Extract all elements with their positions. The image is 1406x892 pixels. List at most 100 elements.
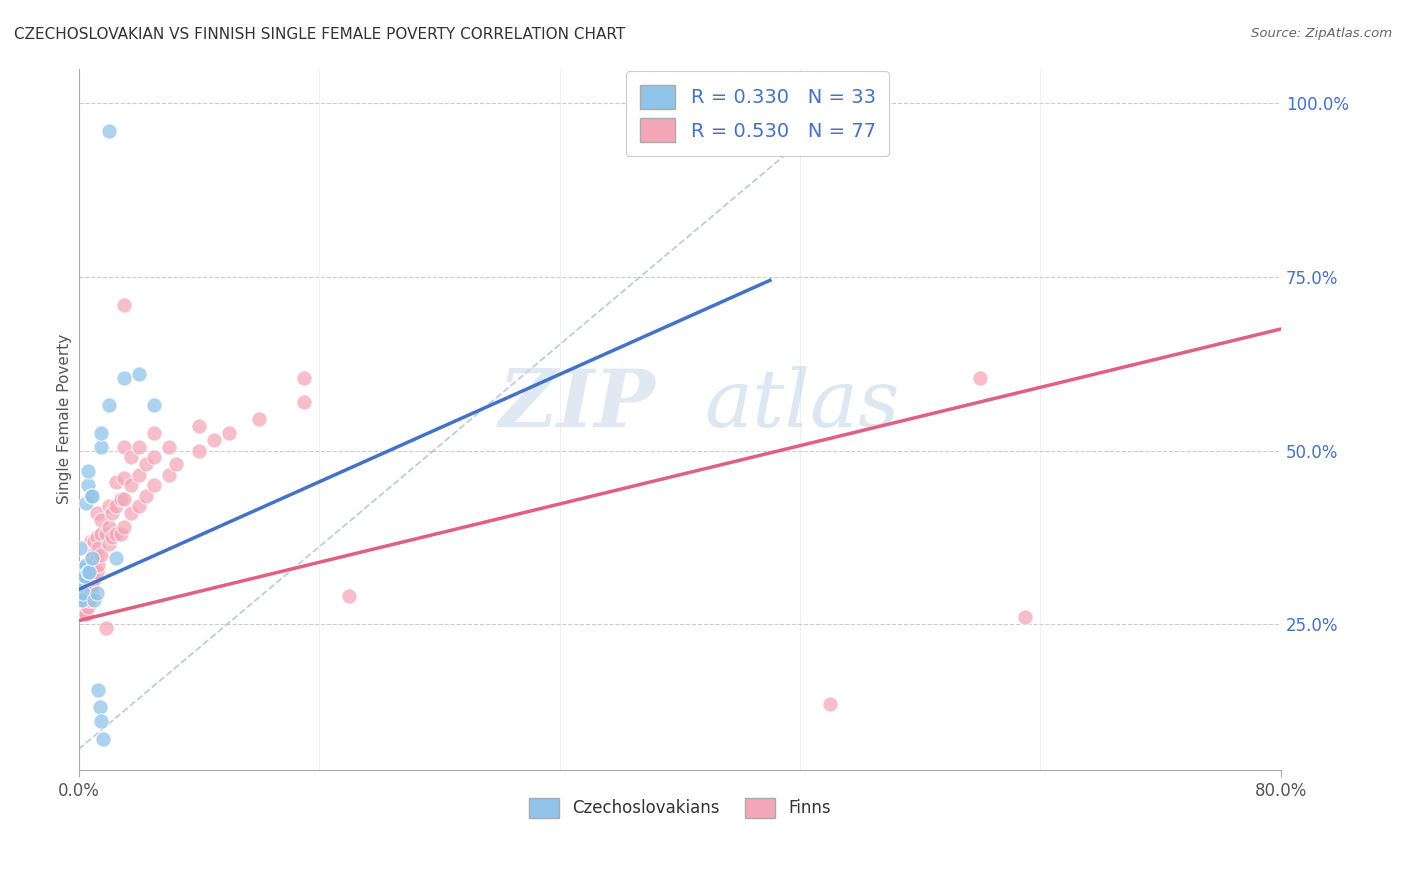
Point	[247, 412, 270, 426]
Point	[112, 370, 135, 384]
Point	[97, 499, 120, 513]
Point	[76, 464, 98, 478]
Point	[128, 367, 150, 381]
Point	[76, 572, 98, 586]
Point	[72, 586, 94, 600]
Point	[86, 548, 108, 562]
Point	[112, 492, 135, 507]
Point	[97, 398, 120, 412]
Point	[75, 607, 97, 621]
Point	[90, 426, 112, 441]
Point	[72, 607, 94, 621]
Point	[70, 592, 93, 607]
Point	[818, 697, 841, 711]
Point	[97, 520, 120, 534]
Point	[69, 586, 91, 600]
Point	[83, 533, 105, 548]
Point	[87, 683, 110, 698]
Point	[76, 478, 98, 492]
Point	[70, 561, 93, 575]
Point	[142, 478, 165, 492]
Point	[77, 565, 100, 579]
Point	[77, 561, 100, 575]
Point	[218, 426, 240, 441]
Point	[73, 607, 96, 621]
Point	[69, 607, 91, 621]
Point	[89, 700, 111, 714]
Point	[100, 530, 122, 544]
Point	[70, 575, 93, 590]
Point	[73, 568, 96, 582]
Point	[72, 568, 94, 582]
Point	[112, 520, 135, 534]
Point	[100, 506, 122, 520]
Point	[70, 607, 93, 621]
Point	[82, 551, 104, 566]
Point	[86, 506, 108, 520]
Point	[90, 526, 112, 541]
Point	[75, 558, 97, 573]
Point	[69, 592, 91, 607]
Point	[91, 731, 114, 746]
Point	[135, 489, 157, 503]
Point	[82, 565, 104, 579]
Point	[76, 586, 98, 600]
Point	[77, 592, 100, 607]
Point	[82, 548, 104, 562]
Point	[105, 499, 128, 513]
Point	[142, 450, 165, 465]
Point	[75, 495, 97, 509]
Point	[165, 458, 187, 472]
Point	[73, 579, 96, 593]
Point	[86, 530, 108, 544]
Point	[79, 533, 101, 548]
Point	[112, 298, 135, 312]
Point	[72, 579, 94, 593]
Point	[292, 395, 315, 409]
Point	[90, 440, 112, 454]
Point	[79, 489, 101, 503]
Point	[120, 450, 142, 465]
Point	[76, 561, 98, 575]
Point	[112, 440, 135, 454]
Point	[69, 541, 91, 555]
Point	[75, 592, 97, 607]
Legend: Czechoslovakians, Finns: Czechoslovakians, Finns	[522, 791, 838, 825]
Point	[87, 558, 110, 573]
Point	[202, 433, 225, 447]
Point	[72, 592, 94, 607]
Point	[83, 592, 105, 607]
Text: ZIP: ZIP	[499, 367, 655, 444]
Point	[70, 586, 93, 600]
Point	[337, 590, 360, 604]
Point	[110, 492, 132, 507]
Point	[87, 541, 110, 555]
Point	[83, 572, 105, 586]
Point	[69, 561, 91, 575]
Point	[69, 575, 91, 590]
Point	[76, 565, 98, 579]
Point	[135, 458, 157, 472]
Text: atlas: atlas	[704, 367, 900, 444]
Point	[79, 572, 101, 586]
Point	[90, 548, 112, 562]
Point	[105, 526, 128, 541]
Point	[187, 443, 209, 458]
Point	[94, 526, 117, 541]
Point	[128, 499, 150, 513]
Point	[969, 370, 991, 384]
Text: Source: ZipAtlas.com: Source: ZipAtlas.com	[1251, 27, 1392, 40]
Point	[83, 555, 105, 569]
Point	[79, 586, 101, 600]
Point	[75, 579, 97, 593]
Point	[142, 426, 165, 441]
Point	[120, 478, 142, 492]
Text: CZECHOSLOVAKIAN VS FINNISH SINGLE FEMALE POVERTY CORRELATION CHART: CZECHOSLOVAKIAN VS FINNISH SINGLE FEMALE…	[14, 27, 626, 42]
Point	[105, 551, 128, 566]
Point	[76, 599, 98, 614]
Point	[73, 568, 96, 582]
Point	[292, 370, 315, 384]
Point	[79, 555, 101, 569]
Point	[69, 592, 91, 607]
Point	[128, 440, 150, 454]
